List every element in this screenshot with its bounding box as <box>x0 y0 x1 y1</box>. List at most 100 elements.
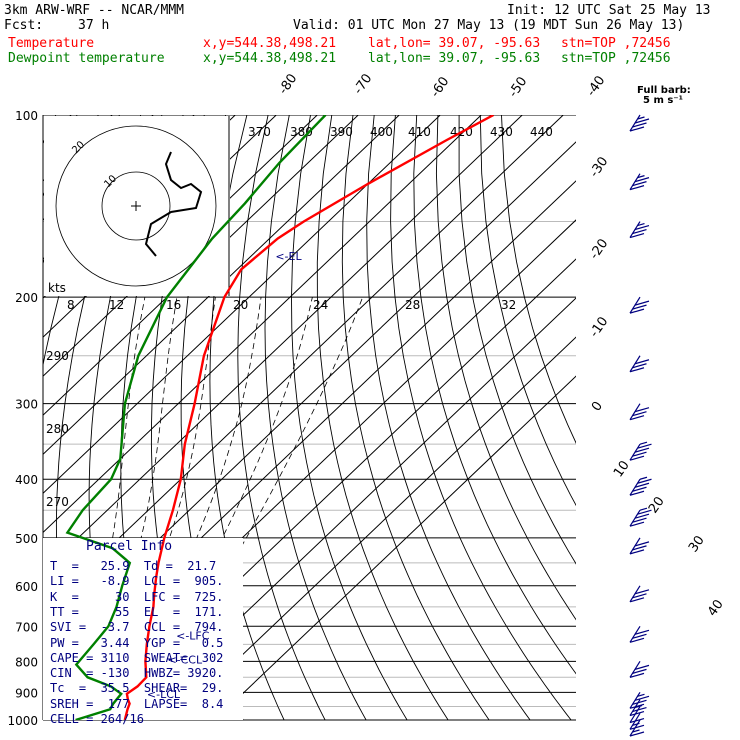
parcel-info-row: CAPE = 3110 SWEAT= 302 <box>50 650 224 665</box>
barb-flag <box>629 308 645 314</box>
isotherm-label: 10 <box>611 458 633 480</box>
dry-adiabat <box>43 115 120 368</box>
init-time: Init: 12 UTC Sat 25 May 13 <box>507 3 711 18</box>
barb-flag <box>634 589 650 595</box>
pressure-tick-label: 1000 <box>7 714 38 728</box>
barb-flag <box>632 181 647 187</box>
barb-flag <box>629 597 645 603</box>
wind-barb <box>629 173 650 191</box>
theta-label: 410 <box>408 125 431 139</box>
barb-legend-line2: 5 m s⁻¹ <box>643 95 683 106</box>
barb-flag <box>634 407 650 413</box>
temp-xy: x,y=544.38,498.21 <box>203 36 337 51</box>
wind-barb <box>629 537 650 555</box>
parcel-info-title: Parcel Info <box>86 539 173 554</box>
pressure-tick-label: 400 <box>15 473 38 487</box>
barb-half <box>637 116 645 120</box>
temperature-trace <box>123 115 495 720</box>
barb-flag <box>634 513 650 519</box>
isotherm-label: -60 <box>428 74 452 100</box>
speed-label: 12 <box>109 298 124 312</box>
parcel-info-row: SVI = -3.7 CCL = 794. <box>50 620 224 635</box>
barb-flag <box>632 593 647 599</box>
hodograph-trace <box>144 151 203 257</box>
temp-latlon: lat,lon= 39.07, -95.63 <box>368 36 541 51</box>
barb-flag <box>629 717 645 724</box>
isotherm <box>43 115 482 534</box>
barb-flag <box>632 451 647 457</box>
isotherm-label: -20 <box>587 236 611 262</box>
isotherm-label: -50 <box>506 74 530 100</box>
theta-label: 400 <box>370 125 393 139</box>
barb-flag <box>632 228 647 235</box>
dew-stn: stn=TOP ,72456 <box>561 51 671 66</box>
level-annotation: <-LCL <box>147 688 181 701</box>
barb-flag <box>634 224 650 231</box>
barb-half <box>634 704 643 709</box>
speed-label: 20 <box>233 298 248 312</box>
barb-flag <box>632 411 647 417</box>
barb-flag <box>632 122 647 128</box>
speed-label: 24 <box>313 298 328 312</box>
isotherm-label: -40 <box>584 73 608 99</box>
speed-label: 8 <box>67 298 75 312</box>
barb-legend-line1: Full barb: <box>637 85 691 96</box>
dry-adiabat <box>413 115 576 675</box>
barb-flag <box>637 443 652 449</box>
wind-barb <box>629 476 652 496</box>
barb-flag <box>634 118 650 124</box>
temperature-legend: Temperature <box>8 36 95 51</box>
barb-flag <box>629 724 645 730</box>
barb-flag <box>632 363 647 369</box>
barb-flag <box>629 549 645 555</box>
barb-flag <box>632 706 647 713</box>
level-annotation: <-CCL <box>167 653 203 666</box>
barb-half <box>632 729 640 733</box>
isotherm-label: -10 <box>587 314 611 340</box>
isotherm <box>214 375 576 720</box>
barb-flag <box>634 359 650 365</box>
barb-flag <box>634 300 650 306</box>
barb-flag <box>629 415 645 421</box>
dewpoint-trace <box>65 115 327 720</box>
wind-barb <box>629 355 650 373</box>
dry-adiabat <box>316 115 449 720</box>
parcel-info-row: SREH = 177 LAPSE= 8.4 <box>50 696 224 711</box>
pressure-tick-label: 600 <box>15 580 38 594</box>
theta-label: 390 <box>330 125 353 139</box>
barb-flag <box>634 695 650 701</box>
barb-flag <box>629 672 645 678</box>
wind-barb <box>629 691 650 709</box>
pressure-tick-label: 700 <box>15 620 38 634</box>
speed-label: 32 <box>501 298 516 312</box>
dry-adiabat <box>291 115 408 720</box>
barb-flag <box>634 482 650 488</box>
isotherm-label: 20 <box>646 494 668 516</box>
wind-barb <box>629 403 650 421</box>
wind-barb <box>629 625 650 643</box>
isotherm <box>43 115 400 455</box>
barb-half <box>639 476 648 480</box>
temp-stn: stn=TOP ,72456 <box>561 36 671 51</box>
isotherm-label: -70 <box>351 71 375 97</box>
barb-half <box>637 222 645 227</box>
theta-label: 430 <box>490 125 513 139</box>
barb-flag <box>629 521 645 527</box>
theta-left-label: 280 <box>46 422 69 436</box>
barb-flag <box>632 545 647 551</box>
parcel-info-row: K = 30 LFC = 725. <box>50 589 224 604</box>
barb-half <box>637 175 645 179</box>
barb-flag <box>637 478 652 484</box>
dry-adiabat <box>435 115 576 621</box>
speed-label: 16 <box>166 298 181 312</box>
barb-flag <box>632 517 647 523</box>
hodo-ring <box>101 171 171 241</box>
pressure-tick-label: 900 <box>15 686 38 700</box>
barb-half <box>639 507 648 511</box>
isotherm-label: -80 <box>276 71 300 97</box>
level-annotation: <-LFC <box>176 630 210 643</box>
wind-barb <box>629 661 650 678</box>
parcel-info-row: CIN = -130 HWBZ= 3920. <box>50 666 224 681</box>
parcel-info-row: PW = 3.44 YGP = 0.5 <box>50 635 224 650</box>
parcel-info-row: Tc = 35.5 SHEAR= 29. <box>50 681 224 696</box>
